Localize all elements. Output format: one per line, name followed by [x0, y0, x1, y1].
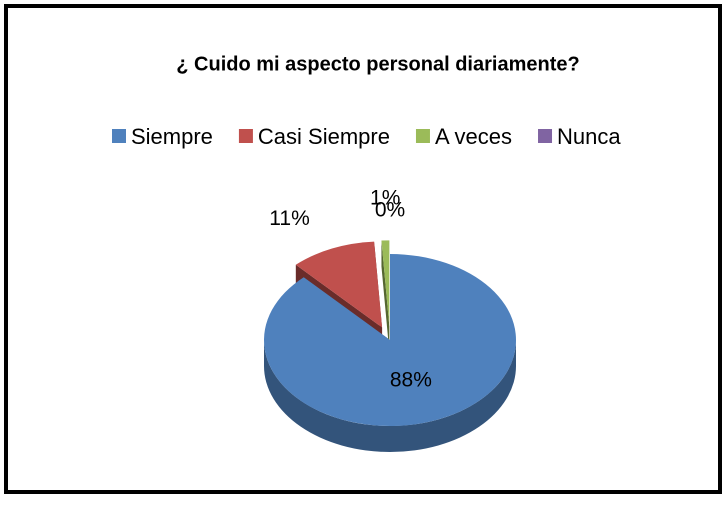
slice-side [264, 340, 516, 452]
legend-swatch [112, 129, 126, 143]
legend-label: Siempre [131, 124, 213, 149]
legend-label: Casi Siempre [258, 124, 390, 149]
slice [263, 254, 516, 427]
chart-title: ¿ Cuido mi aspecto personal diariamente? [176, 53, 579, 75]
legend-swatch [238, 129, 253, 143]
data-label: 11% [269, 207, 309, 230]
data-label: 88% [390, 369, 432, 392]
slice [295, 241, 383, 328]
legend-swatch [415, 129, 430, 143]
legend-swatch [538, 129, 553, 143]
data-label: 0% [375, 199, 405, 222]
legend-label: Nunca [557, 124, 621, 149]
legend-label: A veces [435, 124, 512, 149]
slice [381, 240, 390, 327]
slice-cut-face [381, 240, 390, 353]
data-label: 1% [370, 187, 400, 210]
